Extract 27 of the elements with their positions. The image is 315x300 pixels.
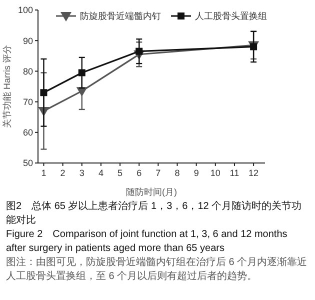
x-tick-label: 5	[118, 168, 123, 178]
y-axis-title: 关节功能 Harris 评分	[2, 45, 12, 128]
y-tick-label: 80	[22, 66, 33, 76]
y-tick-label: 60	[22, 128, 33, 138]
x-tick-label: 2	[60, 168, 66, 178]
x-axis-title: 随防时间(月)	[126, 187, 177, 197]
text: 图注：由图可见，防旋股骨近端髓内钉组在治疗后 6 个月内逐渐靠近人工股骨头置换组，至 6 个月以后则有超过后者的趋势。	[6, 256, 308, 284]
caption: Figure 2 Comparison of joint function at 1, 3, 6 and 12 months after surgery in patients aged more than 65 years	[6, 228, 288, 256]
x-tick-label: 11	[230, 168, 240, 178]
x-tick-label: 1	[41, 168, 46, 178]
x-tick-label: 12	[248, 168, 259, 178]
legend-label: 人工股骨头置换组	[195, 11, 267, 22]
point	[40, 89, 48, 96]
point	[78, 69, 86, 76]
y-tick-label: 70	[22, 96, 33, 107]
legend-label: 防旋股骨近端髓内钉	[80, 11, 161, 22]
caption: 图2 总体 65 岁以上患者治疗后 1，3，6，12 个月随访时的关节功能对比	[6, 200, 303, 228]
x-tick-label: 9	[194, 168, 199, 178]
x-tick-label: 4	[98, 168, 104, 178]
x-tick-label: 8	[174, 168, 180, 178]
x-tick-label: 10	[210, 168, 220, 178]
y-tick-label: 50	[22, 158, 33, 168]
x-tick-label: 7	[156, 168, 161, 178]
x-tick-label: 3	[79, 168, 84, 178]
y-tick-label: 90	[22, 36, 33, 46]
y-tick-label: 100	[18, 5, 33, 16]
x-tick-label: 6	[136, 168, 142, 178]
